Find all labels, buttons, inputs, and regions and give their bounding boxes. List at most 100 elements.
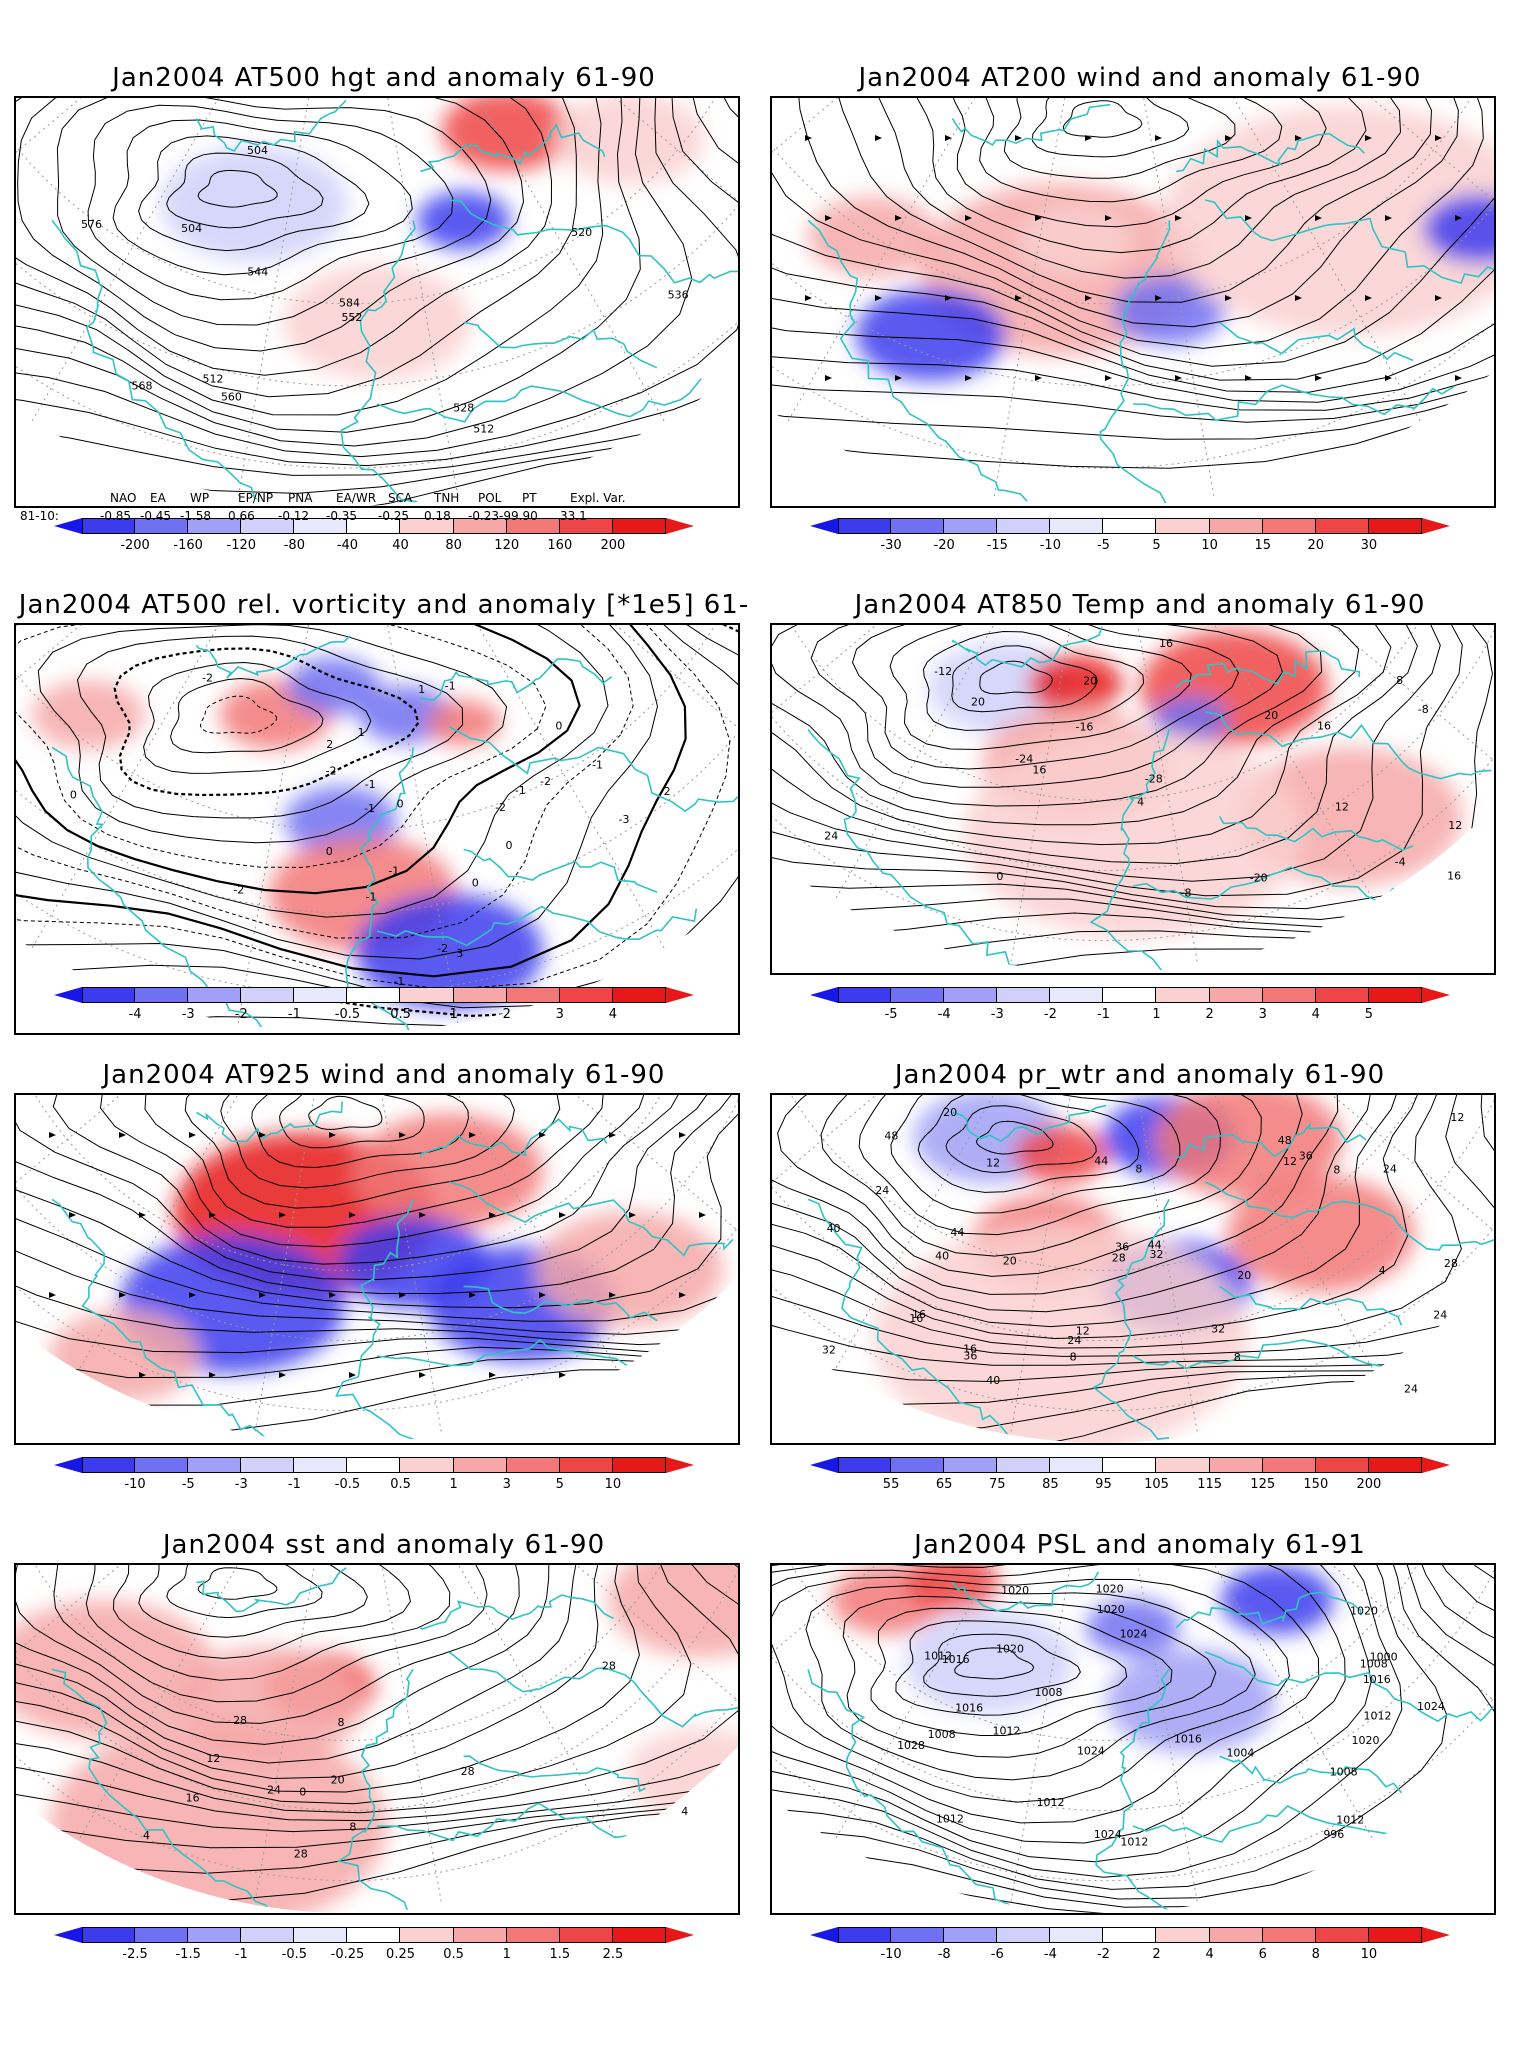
colorbar-tick-label: -160 — [173, 538, 203, 553]
contour-line — [772, 98, 1494, 393]
index-header: NAO — [110, 491, 137, 505]
coastline — [1204, 1651, 1494, 1723]
contour-line — [772, 98, 1494, 423]
contour-line — [113, 647, 420, 797]
colorbar-segment — [838, 1457, 892, 1473]
colorbar-segment — [135, 518, 189, 534]
map-canvas: 4448282420403236481216242412881281216202… — [772, 1095, 1494, 1443]
contour-label: 1016 — [1363, 1673, 1391, 1686]
colorbar-tick-label: 105 — [1144, 1477, 1169, 1492]
colorbar-tick-label: 3 — [502, 1477, 511, 1492]
contour-line — [85, 1565, 451, 1681]
contour-label: 20 — [1083, 675, 1097, 688]
contour-line — [16, 1095, 738, 1335]
contour-label: 16 — [963, 1343, 977, 1356]
contour-label: 16 — [912, 1308, 926, 1321]
colorbar-segment — [1156, 1927, 1210, 1943]
contour-line — [954, 1647, 1035, 1680]
contour-label: 1028 — [897, 1739, 925, 1752]
coastline — [1089, 729, 1170, 973]
map-at200-wind — [770, 96, 1496, 508]
wind-arrow — [1315, 375, 1322, 381]
contour-label: 544 — [247, 266, 268, 279]
panel-title: Jan2004 AT500 hgt and anomaly 61-90 — [112, 63, 656, 93]
anomaly-region — [174, 1646, 363, 1762]
anomaly-region — [626, 1727, 738, 1821]
index-value: 0.66 — [228, 509, 255, 523]
colorbar-high-triangle — [666, 987, 694, 1003]
colorbar-tick-label: -6 — [990, 1947, 1004, 1962]
colorbar-tick-label: -200 — [120, 538, 150, 553]
contour-label: 584 — [339, 296, 360, 309]
wind-arrow — [629, 1212, 636, 1218]
contour-label: 0 — [70, 789, 77, 802]
contour-label: -2 — [233, 884, 244, 897]
panel-at200-wind: Jan2004 AT200 wind and anomaly 61-90 -30… — [770, 58, 1510, 578]
contour-label: 1012 — [1120, 1836, 1148, 1849]
index-header: TNH — [434, 491, 460, 505]
colorbar-segment — [241, 1457, 295, 1473]
contour-line — [772, 1095, 1494, 1405]
wind-arrow — [1435, 135, 1442, 141]
wind-arrow — [1085, 295, 1092, 301]
wind-arrow — [1365, 135, 1372, 141]
contour-line — [772, 1565, 1494, 1900]
colorbar-segment — [453, 987, 507, 1003]
index-value: -0.85 — [100, 509, 132, 523]
colorbar-tick-label: 5 — [555, 1477, 564, 1492]
contour-line — [923, 1633, 1081, 1697]
contour-line — [772, 1095, 1494, 1383]
anomaly-region — [1153, 695, 1229, 743]
contour-line — [99, 1095, 647, 1248]
coastline — [1092, 1199, 1170, 1440]
index-header: EP/NP — [238, 491, 274, 505]
map-canvas: -330-22-10-1-2-11-20-1-1-20-112-2-100-2-… — [16, 625, 738, 1033]
colorbar-tick-label: 6 — [1258, 1947, 1267, 1962]
contour-label: 24 — [1404, 1382, 1418, 1395]
coastline — [1099, 220, 1171, 506]
wind-arrow — [1155, 295, 1162, 301]
coastline — [448, 1181, 734, 1257]
colorbar-tick-label: 2 — [1205, 1007, 1214, 1022]
colorbar-segment — [612, 1927, 666, 1943]
coastline — [448, 726, 738, 813]
wind-arrow — [399, 1292, 406, 1298]
contour-label: 1020 — [1350, 1604, 1378, 1617]
contour-label: 48 — [884, 1130, 898, 1143]
colorbar-low-triangle — [810, 518, 838, 534]
wind-arrow — [945, 295, 952, 301]
colorbar-tick-label: 85 — [1042, 1477, 1059, 1492]
map-psl: 1020 1024 1020 1024 1008 1028 1020 1024 1016 1012… — [770, 1563, 1496, 1915]
contour-line — [16, 98, 738, 458]
colorbar-tick-label: 5 — [1364, 1007, 1374, 1022]
contour-label: 1024 — [1417, 1700, 1445, 1713]
colorbar-tick-label: 200 — [1356, 1477, 1382, 1492]
colorbar-segment — [506, 1457, 560, 1473]
contour-label: 528 — [453, 401, 474, 414]
contour-line — [772, 1095, 1462, 1349]
colorbar-segment — [506, 1927, 560, 1943]
map-canvas: 512 504 512 504 520 528 536 544 552 560 568 576 584 — [16, 98, 738, 506]
coastline — [463, 321, 658, 369]
wind-arrow — [1455, 215, 1462, 221]
contour-label: -16 — [1075, 721, 1093, 734]
panel-psl: Jan2004 PSL and anomaly 61-91 1020 1024 10… — [770, 1525, 1510, 2045]
contour-label: 28 — [461, 1765, 475, 1778]
contour-line — [979, 98, 1283, 203]
contour-label: 1020 — [1001, 1584, 1029, 1597]
contour-line — [144, 1095, 605, 1228]
colorbar-segment — [400, 1927, 454, 1943]
wind-arrow — [1365, 295, 1372, 301]
wind-arrow — [539, 1132, 546, 1138]
wind-arrow — [895, 375, 902, 381]
colorbar-segment — [1209, 518, 1263, 534]
colorbar-tick-label: 1 — [449, 1007, 458, 1022]
contour-line — [16, 1565, 520, 1724]
contour-label: 24 — [1067, 1334, 1081, 1347]
coastline — [51, 1198, 267, 1439]
panel-title: Jan2004 AT200 wind and anomaly 61-90 — [858, 63, 1422, 93]
wind-arrow — [69, 1212, 76, 1218]
colorbar-segment — [1103, 1457, 1157, 1473]
colorbar-segment — [135, 1457, 189, 1473]
anomaly-region — [1106, 1648, 1276, 1753]
